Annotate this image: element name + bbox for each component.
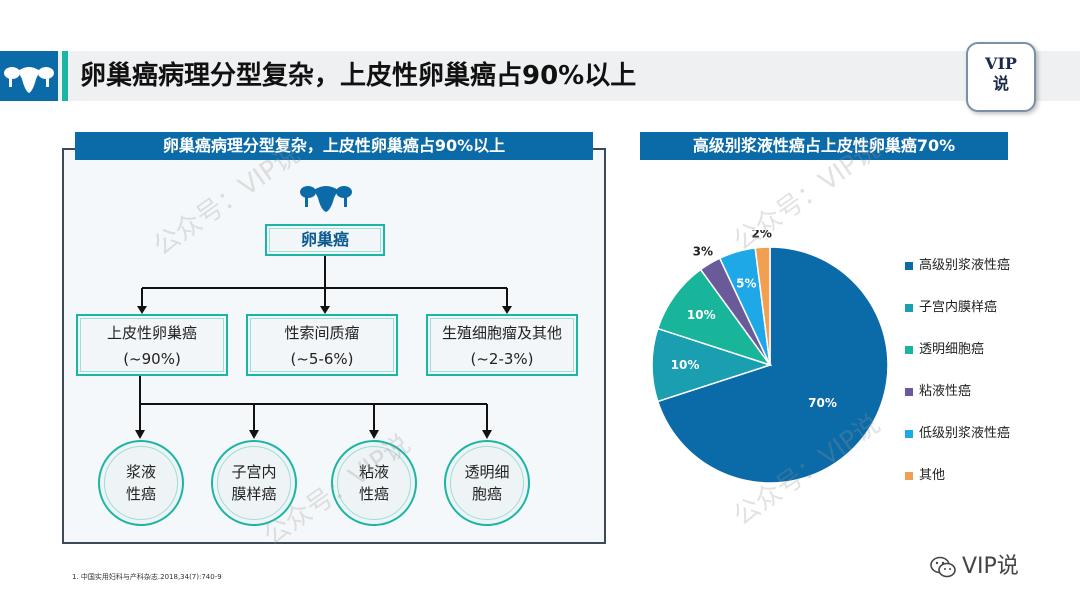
header-accent xyxy=(62,51,68,101)
legend-swatch xyxy=(905,303,913,312)
legend-item: 其他 xyxy=(905,464,945,483)
header-bar xyxy=(0,51,1080,101)
uterus-logo-icon xyxy=(4,67,54,93)
legend-item: 高级别浆液性癌 xyxy=(905,254,1010,273)
endometrioid-line2: 膜样癌 xyxy=(231,485,277,503)
pie-data-label: 2% xyxy=(752,230,772,240)
pie-data-label: 10% xyxy=(687,308,716,322)
legend-label: 粘液性癌 xyxy=(919,384,972,399)
badge-line1: VIP xyxy=(985,54,1017,73)
pie-slice xyxy=(754,246,771,366)
germ-cell-name: 生殖细胞瘤及其他 xyxy=(441,324,562,342)
wechat-brand: VIP说 xyxy=(930,548,1019,580)
brand-text: VIP说 xyxy=(962,554,1019,579)
vip-badge: VIP 说 xyxy=(966,42,1036,112)
legend-label: 子宫内膜样癌 xyxy=(919,300,998,315)
clear-cell-circle: 透明细 胞癌 xyxy=(444,440,530,526)
left-banner: 卵巢癌病理分型复杂，上皮性卵巢癌占90%以上 xyxy=(75,132,593,160)
epithelial-pct: (~90%) xyxy=(123,350,181,368)
sex-cord-stromal-pct: (~5-6%) xyxy=(290,350,354,368)
legend-item: 透明细胞癌 xyxy=(905,338,984,357)
legend-swatch xyxy=(905,345,913,354)
page-title: 卵巢癌病理分型复杂，上皮性卵巢癌占90%以上 xyxy=(80,61,637,91)
pie-data-label: 3% xyxy=(693,244,713,258)
pie-slice xyxy=(651,327,773,403)
mucinous-line1: 粘液 xyxy=(358,463,389,481)
mucinous-line2: 性癌 xyxy=(358,485,389,503)
epithelial-name: 上皮性卵巢癌 xyxy=(106,324,197,342)
ovarian-cancer-box: 卵巢癌 xyxy=(265,224,385,256)
legend-item: 粘液性癌 xyxy=(905,380,971,399)
pie-slice xyxy=(656,268,772,367)
legend-swatch xyxy=(905,261,913,270)
pie-data-label: 5% xyxy=(736,276,756,290)
right-banner: 高级别浆液性癌占上皮性卵巢癌70% xyxy=(640,132,1008,160)
pie-chart: 70% 10% 10% 3% 5% 2% xyxy=(651,230,889,484)
pie-data-label: 10% xyxy=(671,358,700,372)
pie-data-label: 70% xyxy=(808,396,837,410)
legend-swatch xyxy=(905,429,913,438)
footnote: 1. 中国实用妇科与产科杂志.2018,34(7):740-9 xyxy=(72,573,222,581)
legend-label: 其他 xyxy=(919,468,946,483)
legend-item: 低级别浆液性癌 xyxy=(905,422,1010,441)
serous-line2: 性癌 xyxy=(125,485,156,503)
endometrioid-circle: 子宫内 膜样癌 xyxy=(211,440,297,526)
germ-cell-box: 生殖细胞瘤及其他 (~2-3%) xyxy=(426,314,578,376)
clear-cell-line1: 透明细 xyxy=(464,463,510,481)
epithelial-box: 上皮性卵巢癌 (~90%) xyxy=(76,314,228,376)
legend-label: 低级别浆液性癌 xyxy=(919,426,1011,441)
endometrioid-line1: 子宫内 xyxy=(231,463,277,481)
legend-swatch xyxy=(905,471,913,480)
wechat-icon xyxy=(930,556,956,578)
serous-circle: 浆液 性癌 xyxy=(98,440,184,526)
serous-line1: 浆液 xyxy=(125,463,156,481)
sex-cord-stromal-box: 性索间质瘤 (~5-6%) xyxy=(246,314,398,376)
badge-line2: 说 xyxy=(992,74,1009,93)
germ-cell-pct: (~2-3%) xyxy=(470,350,534,368)
legend-label: 透明细胞癌 xyxy=(919,342,985,357)
pie-slice xyxy=(656,246,889,484)
uterus-icon xyxy=(300,186,352,212)
sex-cord-stromal-name: 性索间质瘤 xyxy=(284,324,360,342)
mucinous-circle: 粘液 性癌 xyxy=(331,440,417,526)
legend-item: 子宫内膜样癌 xyxy=(905,296,997,315)
clear-cell-line2: 胞癌 xyxy=(471,485,502,503)
logo-box xyxy=(0,51,58,101)
legend-label: 高级别浆液性癌 xyxy=(919,258,1011,273)
legend-swatch xyxy=(905,387,913,396)
